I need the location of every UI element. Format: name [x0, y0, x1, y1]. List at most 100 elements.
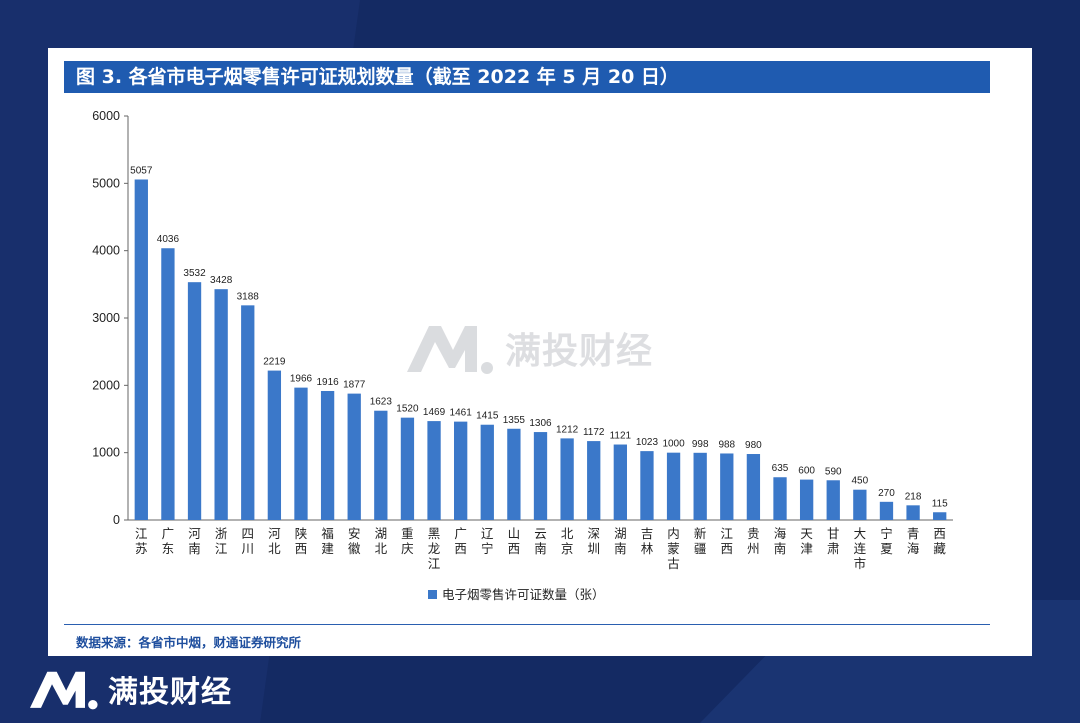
y-tick-label: 3000 — [92, 311, 120, 325]
data-label: 1877 — [343, 380, 366, 391]
category-label: 内蒙古 — [667, 526, 680, 571]
legend-swatch — [428, 590, 437, 599]
data-label: 1469 — [423, 407, 446, 418]
bar — [374, 410, 388, 520]
y-tick-label: 2000 — [92, 378, 120, 392]
data-label: 998 — [692, 439, 709, 450]
category-label: 湖北 — [375, 526, 388, 556]
category-label: 西藏 — [933, 526, 946, 556]
category-label: 黑龙江 — [428, 526, 441, 571]
data-label: 1520 — [396, 404, 419, 415]
data-label: 590 — [825, 466, 842, 477]
data-label: 270 — [878, 488, 895, 499]
category-label: 湖南 — [614, 526, 627, 556]
data-label: 1415 — [476, 411, 499, 422]
bar — [187, 282, 202, 520]
chart-title: 图 3. 各省市电子烟零售许可证规划数量（截至 2022 年 5 月 20 日） — [64, 61, 990, 93]
data-label: 635 — [772, 463, 789, 474]
data-label: 3428 — [210, 275, 233, 286]
category-label: 天津 — [800, 526, 813, 556]
bar — [294, 387, 308, 520]
category-label: 海南 — [774, 526, 787, 556]
bar-chart: 0 1000 2000 3000 4000 5000 6000 5057 江苏 4036 广东 353… — [92, 109, 953, 602]
chart-card: 图 3. 各省市电子烟零售许可证规划数量（截至 2022 年 5 月 20 日）… — [48, 48, 1032, 656]
y-tick-label: 5000 — [92, 176, 120, 190]
watermark: 满投财经 — [403, 320, 653, 376]
category-label: 贵州 — [747, 526, 760, 556]
data-label: 5057 — [130, 165, 153, 176]
category-label: 安徽 — [348, 526, 361, 556]
data-label: 1916 — [316, 377, 339, 388]
bar — [826, 480, 840, 520]
data-label: 1966 — [290, 374, 313, 385]
bar — [134, 179, 148, 520]
data-label: 115 — [932, 498, 948, 509]
category-label: 新疆 — [694, 526, 707, 556]
data-label: 1355 — [503, 415, 526, 426]
category-label: 四川 — [242, 526, 255, 556]
brand-footer: 满投财经 — [26, 664, 232, 714]
bar — [320, 390, 335, 520]
category-label: 福建 — [321, 526, 334, 556]
bar — [587, 441, 601, 520]
data-label: 2219 — [263, 357, 286, 368]
bar — [241, 305, 255, 520]
y-tick-label: 6000 — [92, 109, 120, 123]
category-label: 宁夏 — [880, 526, 893, 556]
bar — [773, 477, 787, 520]
bar — [560, 438, 574, 520]
y-tick-label: 4000 — [92, 244, 120, 258]
bar — [214, 289, 228, 520]
bar — [799, 479, 814, 520]
data-label: 988 — [718, 439, 735, 450]
bar — [640, 451, 654, 520]
category-label: 甘肃 — [827, 526, 840, 556]
bar — [347, 393, 361, 520]
category-label: 辽宁 — [481, 526, 494, 556]
data-label: 218 — [905, 491, 922, 502]
data-label: 3532 — [183, 268, 206, 279]
bar — [720, 453, 734, 520]
data-label: 3188 — [237, 291, 260, 302]
category-label: 深圳 — [587, 526, 600, 556]
m-logo-icon — [30, 671, 98, 710]
bar — [400, 417, 415, 520]
y-tick-label: 1000 — [92, 446, 120, 460]
category-label: 青海 — [907, 526, 920, 556]
bar — [906, 505, 920, 520]
bar — [693, 452, 707, 520]
source-note: 数据来源：各省市中烟，财通证券研究所 — [76, 635, 302, 650]
bar — [507, 428, 521, 520]
category-label: 河南 — [188, 526, 201, 556]
data-label: 4036 — [157, 234, 180, 245]
brand-name: 满投财经 — [108, 675, 232, 710]
bar — [161, 248, 175, 520]
data-label: 450 — [852, 476, 869, 487]
bar — [454, 421, 468, 520]
category-label: 重庆 — [401, 526, 414, 556]
watermark-logo-icon — [407, 326, 493, 374]
category-label: 山西 — [508, 526, 521, 556]
category-label: 北京 — [561, 526, 574, 556]
bar — [267, 370, 282, 520]
data-label: 1306 — [529, 418, 552, 429]
data-label: 1623 — [370, 397, 393, 408]
data-label: 980 — [745, 440, 762, 451]
category-label: 陕西 — [295, 526, 308, 556]
source-divider — [64, 624, 990, 625]
data-label: 1212 — [556, 424, 579, 435]
watermark-text: 满投财经 — [505, 331, 654, 372]
legend-label: 电子烟零售许可证数量（张） — [442, 587, 605, 602]
bar — [533, 432, 548, 520]
category-label: 广东 — [162, 526, 175, 556]
bar — [666, 452, 681, 520]
category-label: 广西 — [454, 526, 467, 556]
category-label: 浙江 — [215, 526, 228, 556]
data-label: 1121 — [610, 431, 632, 442]
bar — [613, 444, 627, 520]
data-label: 1461 — [450, 408, 473, 419]
category-label: 江苏 — [135, 526, 148, 556]
data-label: 1000 — [662, 439, 685, 450]
category-label: 河北 — [268, 526, 281, 556]
data-label: 1172 — [583, 427, 605, 438]
